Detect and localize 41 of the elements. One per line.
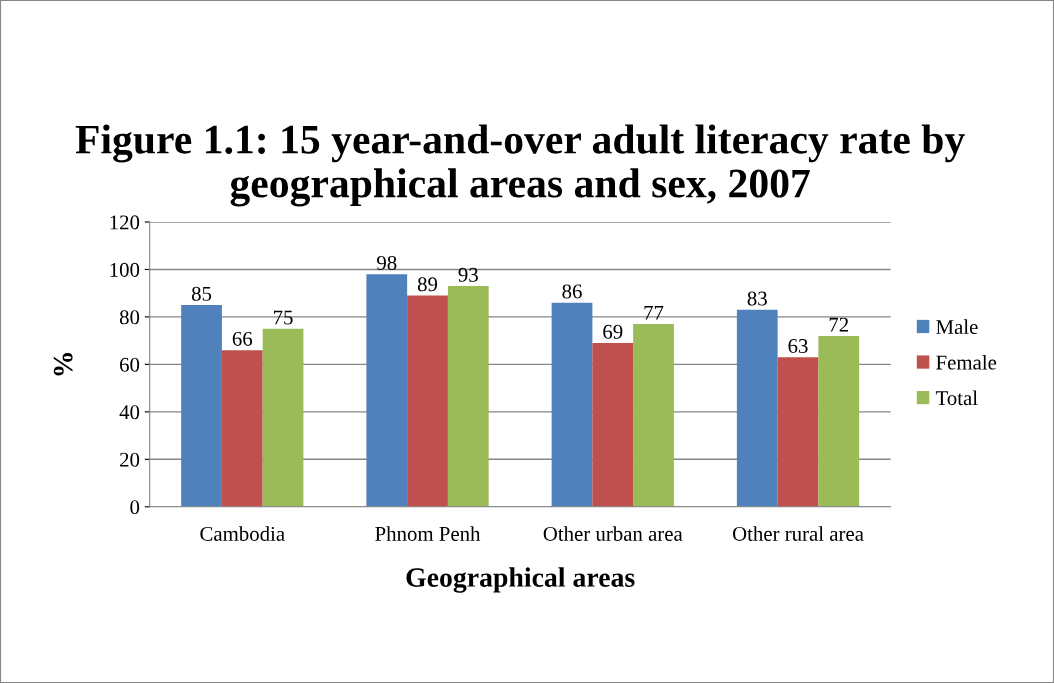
bar (366, 274, 408, 507)
bar (551, 302, 593, 507)
bar (407, 295, 448, 507)
legend-label: Total (935, 390, 978, 406)
bar (447, 286, 489, 507)
data-label: 77 (644, 305, 664, 320)
x-axis-title: Geographical areas (406, 567, 635, 593)
y-tick-label: 100 (110, 262, 140, 277)
y-tick-label: 20 (120, 452, 140, 467)
bar (777, 357, 819, 507)
y-tick-label: 40 (119, 405, 140, 420)
data-label: 72 (829, 317, 849, 332)
data-label: 89 (417, 277, 438, 292)
data-label: 98 (377, 255, 397, 270)
bar (818, 335, 860, 507)
legend-label: Female (936, 354, 997, 370)
x-tick-label: Other urban area (543, 526, 683, 541)
bar (262, 328, 304, 507)
bar (221, 350, 263, 507)
bar (736, 309, 778, 507)
y-tick-label: 80 (119, 310, 140, 325)
x-tick-label: Other rural area (732, 526, 864, 541)
y-axis-title: % (53, 353, 73, 376)
y-tick-label: 60 (120, 357, 140, 372)
x-tick-label: Phnom Penh (375, 526, 481, 541)
data-label: 66 (232, 331, 253, 346)
data-label: 75 (274, 310, 293, 325)
y-tick-label: 120 (110, 215, 140, 230)
data-label: 63 (788, 339, 808, 354)
data-label: 83 (747, 291, 767, 306)
chart-title: Figure 1.1: 15 year-and-over adult literacy rate by geographical areas and sex, 2007 (75, 124, 965, 207)
bar (181, 305, 222, 507)
legend-label: Male (936, 319, 978, 335)
data-label: 69 (603, 324, 623, 339)
y-tick-label: 0 (130, 500, 140, 515)
bar (633, 324, 674, 507)
data-label: 93 (458, 267, 478, 282)
data-label: 85 (191, 286, 212, 301)
x-tick-label: Cambodia (200, 526, 285, 541)
data-label: 86 (562, 284, 582, 299)
bar (592, 343, 634, 507)
